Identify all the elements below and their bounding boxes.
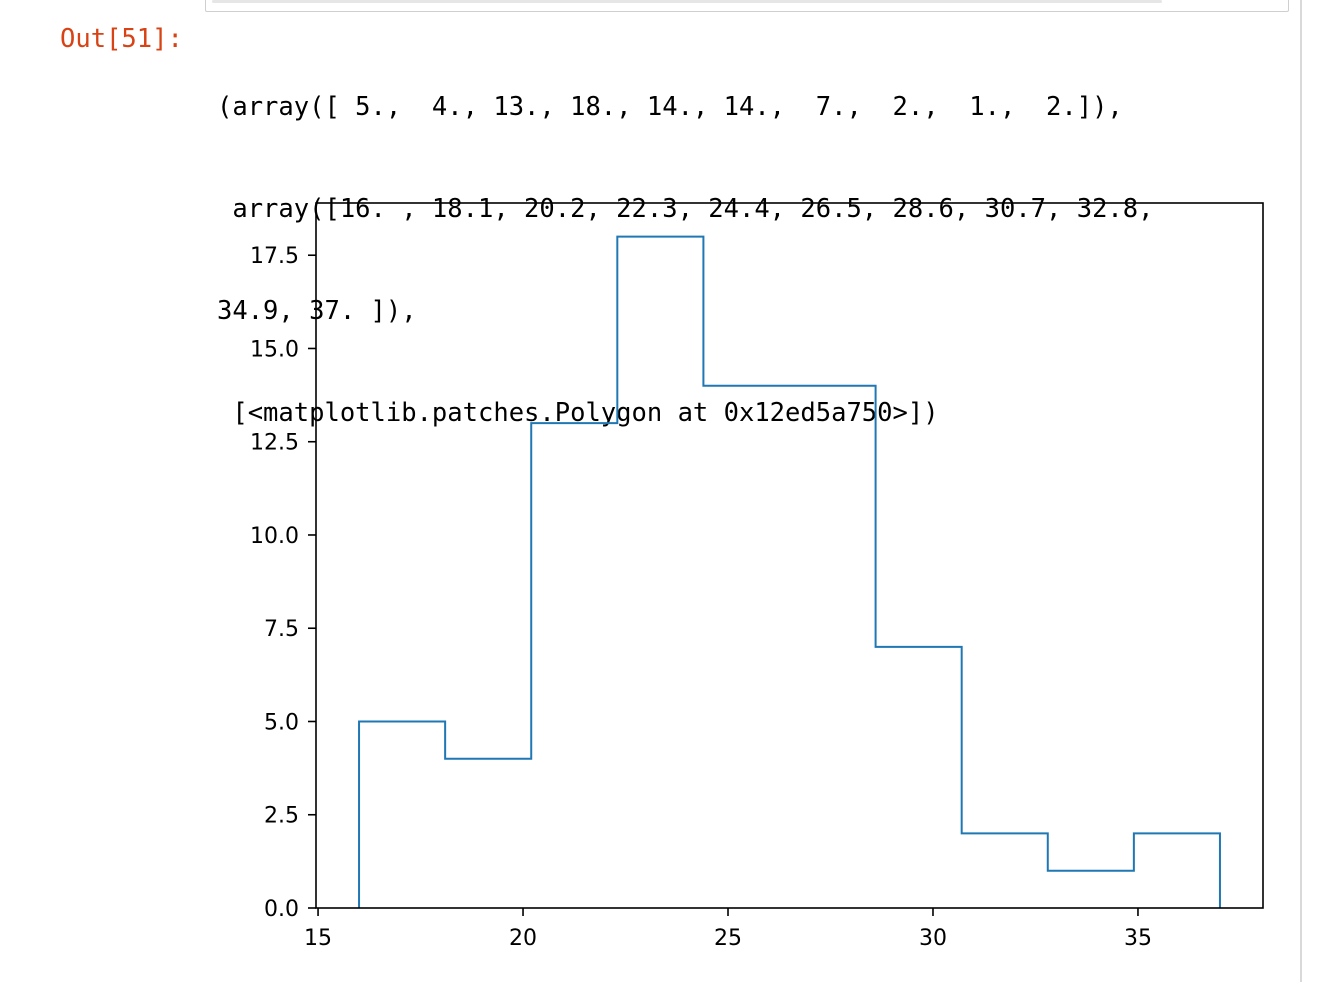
histogram-step-line [358,235,1221,908]
previous-cell-scrollbar[interactable] [212,0,1162,3]
histogram-bin [359,721,445,908]
output-text: (array([ 5., 4., 13., 18., 14., 14., 7.,… [217,22,1154,498]
y-tick-label: 15.0 [250,337,299,362]
x-tick-label: 20 [509,926,537,951]
y-tick-label: 2.5 [264,804,299,829]
y-tick-label: 0.0 [264,897,299,922]
y-tick-label: 5.0 [264,710,299,735]
x-tick-label: 35 [1124,926,1152,951]
x-tick-label: 15 [304,926,332,951]
y-tick-label: 17.5 [250,244,299,269]
y-tick-label: 12.5 [250,431,299,456]
y-tick-label: 10.0 [250,524,299,549]
histogram-bin [617,237,703,908]
output-prompt: Out[51]: [60,24,183,54]
notebook-right-border [1300,0,1302,982]
previous-cell-input-edge[interactable] [205,0,1289,12]
axes-frame [315,202,1264,909]
histogram-bin [703,386,789,908]
output-line: (array([ 5., 4., 13., 18., 14., 14., 7.,… [217,92,1123,122]
histogram-bin [1048,871,1134,908]
histogram-bin [445,759,531,908]
histogram-bin [531,423,617,908]
histogram-bin [962,833,1048,908]
y-tick-label: 7.5 [264,617,299,642]
x-tick-label: 30 [919,926,947,951]
histogram-bin [876,647,962,908]
output-line: [<matplotlib.patches.Polygon at 0x12ed5a… [217,398,939,428]
output-line: array([16. , 18.1, 20.2, 22.3, 24.4, 26.… [217,194,1154,224]
x-tick-label: 25 [714,926,742,951]
histogram-bin [790,386,876,908]
histogram-bin [1134,833,1220,908]
